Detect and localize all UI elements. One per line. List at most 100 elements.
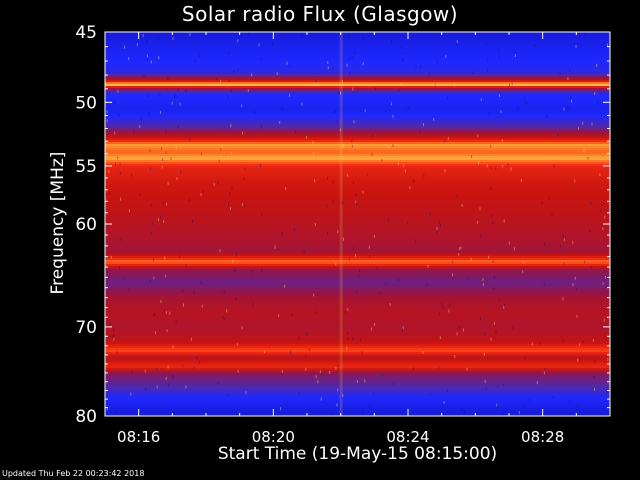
heatmap-speckle: [201, 304, 203, 308]
heatmap-speckle: [162, 201, 164, 205]
heatmap-row: [105, 334, 610, 336]
heatmap-row: [105, 350, 610, 352]
heatmap-speckle: [347, 331, 348, 335]
heatmap-row: [105, 302, 610, 304]
heatmap-speckle: [120, 197, 122, 201]
heatmap-speckle: [536, 381, 538, 385]
heatmap-speckle: [133, 130, 135, 134]
heatmap-speckle: [298, 391, 300, 395]
heatmap-speckle: [313, 152, 315, 155]
heatmap-speckle: [202, 190, 204, 194]
heatmap-row: [105, 158, 610, 160]
heatmap-row: [105, 200, 610, 202]
heatmap-speckle: [381, 373, 383, 377]
heatmap-speckle: [587, 156, 589, 160]
heatmap-speckle: [261, 213, 263, 217]
heatmap-speckle: [179, 102, 181, 106]
heatmap-speckle: [483, 352, 485, 356]
heatmap-speckle: [499, 94, 501, 98]
heatmap-speckle: [243, 177, 245, 180]
heatmap-speckle: [402, 326, 404, 330]
heatmap-speckle: [220, 147, 222, 151]
heatmap-row: [105, 188, 610, 190]
heatmap-speckle: [498, 55, 500, 59]
heatmap-row: [105, 312, 610, 314]
heatmap-speckle: [356, 380, 358, 384]
heatmap-row: [105, 266, 610, 268]
heatmap-row: [105, 238, 610, 240]
heatmap-speckle: [526, 101, 528, 105]
heatmap-speckle: [567, 77, 569, 80]
updated-timestamp: Updated Thu Feb 22 00:23:42 2018: [2, 469, 145, 478]
heatmap-row: [105, 56, 610, 58]
heatmap-row: [105, 44, 610, 46]
heatmap-speckle: [327, 231, 329, 235]
heatmap-speckle: [161, 165, 163, 169]
heatmap-speckle: [502, 164, 504, 168]
heatmap-speckle: [244, 204, 246, 208]
heatmap-row: [105, 146, 610, 148]
heatmap-speckle: [124, 45, 125, 49]
heatmap-speckle: [600, 209, 602, 213]
heatmap-speckle: [217, 382, 219, 386]
heatmap-row: [105, 370, 610, 372]
heatmap-speckle: [345, 310, 347, 314]
heatmap-row: [105, 272, 610, 274]
heatmap-speckle: [216, 77, 218, 81]
heatmap-speckle: [151, 222, 153, 225]
heatmap-row: [105, 256, 610, 258]
heatmap-speckle: [371, 152, 373, 156]
heatmap-speckle: [504, 303, 505, 307]
heatmap-speckle: [485, 387, 487, 390]
heatmap-speckle: [230, 124, 232, 128]
heatmap-speckle: [223, 126, 225, 130]
heatmap-row: [105, 402, 610, 404]
heatmap-speckle: [484, 332, 486, 336]
heatmap-speckle: [578, 126, 579, 130]
heatmap-speckle: [341, 80, 343, 83]
heatmap-row: [105, 128, 610, 130]
heatmap-speckle: [326, 204, 328, 208]
heatmap-speckle: [165, 377, 167, 381]
heatmap-speckle: [577, 358, 579, 362]
y-axis: 45 50 55 60 70 80: [75, 23, 610, 427]
heatmap-speckle: [315, 311, 317, 315]
heatmap-speckle: [534, 44, 536, 47]
heatmap-speckle: [106, 269, 108, 273]
heatmap-speckle: [496, 403, 498, 407]
heatmap-speckle: [487, 57, 489, 61]
heatmap-row: [105, 132, 610, 134]
heatmap-speckle: [106, 193, 108, 196]
heatmap-speckle: [342, 144, 344, 148]
heatmap-row: [105, 72, 610, 74]
heatmap-row: [105, 314, 610, 316]
x-axis-label: Start Time (19-May-15 08:15:00): [217, 444, 498, 464]
heatmap-speckle: [348, 35, 350, 39]
heatmap-row: [105, 246, 610, 248]
heatmap-speckle: [188, 198, 190, 202]
heatmap-speckle: [446, 96, 448, 100]
heatmap-speckle: [589, 229, 591, 233]
heatmap-speckle: [571, 99, 573, 103]
heatmap-speckle: [385, 282, 387, 286]
heatmap-row: [105, 62, 610, 64]
heatmap-speckle: [374, 322, 376, 326]
heatmap-speckle: [458, 326, 460, 330]
heatmap-row: [105, 74, 610, 76]
heatmap-speckle: [278, 314, 280, 318]
heatmap-speckle: [596, 63, 598, 67]
heatmap-row: [105, 296, 610, 298]
heatmap-row: [105, 340, 610, 342]
heatmap-row: [105, 64, 610, 66]
heatmap-speckle: [167, 181, 169, 185]
heatmap-speckle: [544, 367, 546, 371]
heatmap-row: [105, 384, 610, 386]
heatmap-row: [105, 220, 610, 222]
heatmap-speckle: [567, 106, 569, 110]
heatmap-row: [105, 68, 610, 70]
heatmap-speckle: [332, 180, 334, 184]
heatmap-speckle: [165, 151, 167, 155]
heatmap-speckle: [183, 303, 184, 307]
heatmap-speckle: [113, 337, 115, 341]
heatmap-speckle: [572, 240, 574, 244]
